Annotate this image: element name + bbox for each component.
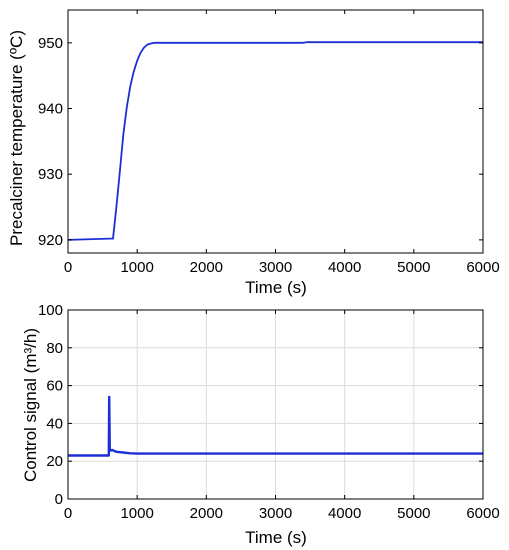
chart1-xtick-label-3: 3000 [259, 505, 292, 522]
chart1-xtick-label-2: 2000 [190, 505, 223, 522]
chart-precalciner-temperature: Precalciner temperature (ºC) Time (s) 0 1… [7, 9, 500, 297]
chart-control-signal: Control signal (m³/h) Time (s) 0 1000 2000… [21, 302, 500, 547]
chart0-ytick-label-3: 950 [38, 35, 63, 52]
chart1-xtick-label-0: 0 [64, 505, 72, 522]
chart0-ytick-label-2: 940 [38, 101, 63, 118]
chart1-xtick-label-5: 5000 [397, 505, 430, 522]
chart1-ylabel: Control signal (m³/h) [21, 328, 40, 482]
chart1-ytick-label-4: 80 [46, 340, 63, 357]
chart1-series-0-line [68, 395, 483, 457]
chart1-ytick-label-3: 60 [46, 378, 63, 395]
chart0-xtick-label-2: 2000 [190, 259, 223, 276]
chart1-xtick-label-4: 4000 [328, 505, 361, 522]
chart0-ytick-label-1: 930 [38, 166, 63, 183]
chart1-ytick-label-2: 40 [46, 415, 63, 432]
chart0-xtick-label-5: 5000 [397, 259, 430, 276]
chart0-plot-area [68, 10, 483, 253]
chart0-xtick-label-6: 6000 [466, 259, 499, 276]
chart1-ytick-label-5: 100 [38, 302, 63, 319]
chart1-xtick-label-1: 1000 [120, 505, 153, 522]
chart0-xtick-label-0: 0 [64, 259, 72, 276]
chart0-xlabel: Time (s) [245, 278, 307, 297]
chart0-xtick-label-4: 4000 [328, 259, 361, 276]
chart1-ytick-label-0: 0 [55, 491, 63, 508]
chart0-ytick-label-0: 920 [38, 232, 63, 249]
chart0-ylabel: Precalciner temperature (ºC) [7, 30, 26, 246]
chart0-xtick-label-3: 3000 [259, 259, 292, 276]
chart1-xlabel: Time (s) [245, 528, 307, 547]
chart1-xtick-label-6: 6000 [466, 505, 499, 522]
chart0-xtick-label-1: 1000 [120, 259, 153, 276]
chart0-series-0-line [67, 41, 483, 241]
chart1-ytick-label-1: 20 [46, 453, 63, 470]
